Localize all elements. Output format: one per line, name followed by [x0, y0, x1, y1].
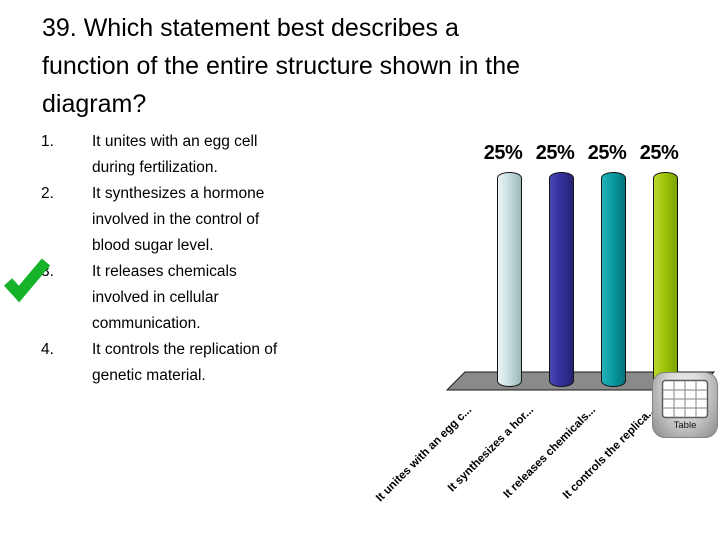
answer-line: during fertilization.: [92, 159, 218, 176]
answer-option-2: 2. It synthesizes a hormone involved in …: [41, 181, 371, 259]
bar-value-label-3: 25%: [587, 142, 627, 164]
answer-line: It unites with an egg cell: [92, 133, 258, 150]
question-title-line: 39. Which statement best describes a: [42, 14, 459, 42]
answer-number: 1.: [41, 133, 54, 150]
question-title-line: diagram?: [42, 90, 147, 118]
answer-text: It controls the replication of genetic m…: [92, 337, 277, 389]
answer-option-3: 3. It releases chemicals involved in cel…: [41, 259, 371, 337]
table-button[interactable]: Table: [652, 372, 718, 438]
table-button-label: Table: [673, 420, 697, 431]
answer-option-4: 4. It controls the replication of geneti…: [41, 337, 371, 389]
answer-line: genetic material.: [92, 367, 206, 384]
answer-line: It controls the replication of: [92, 341, 278, 358]
table-grid-icon: [661, 379, 709, 419]
answer-line: It synthesizes a hormone: [92, 185, 265, 202]
answer-line: It releases chemicals: [92, 263, 237, 280]
answer-text: It releases chemicals involved in cellul…: [92, 259, 237, 337]
answer-line: blood sugar level.: [92, 237, 214, 254]
chart-bar-4: [653, 172, 678, 387]
bar-value-label-1: 25%: [483, 142, 523, 164]
correct-answer-checkmark: [4, 258, 50, 303]
answer-option-1: 1. It unites with an egg cell during fer…: [41, 129, 371, 181]
chart-bar-1: [497, 172, 522, 387]
answer-text: It unites with an egg cell during fertil…: [92, 129, 257, 181]
chart-bar-3: [601, 172, 626, 387]
chart-bar-2: [549, 172, 574, 387]
answer-line: communication.: [92, 315, 201, 332]
question-title: 39. Which statement best describes a fun…: [42, 9, 692, 123]
bar-value-label-2: 25%: [535, 142, 575, 164]
answer-number: 2.: [41, 185, 54, 202]
question-title-line: function of the entire structure shown i…: [42, 52, 521, 80]
bar-value-label-4: 25%: [639, 142, 679, 164]
answer-list: 1. It unites with an egg cell during fer…: [41, 129, 371, 389]
checkmark-path: [4, 258, 50, 303]
answer-text: It synthesizes a hormone involved in the…: [92, 181, 264, 259]
answer-line: involved in cellular: [92, 289, 219, 306]
answer-line: involved in the control of: [92, 211, 260, 228]
answer-number: 4.: [41, 341, 54, 358]
